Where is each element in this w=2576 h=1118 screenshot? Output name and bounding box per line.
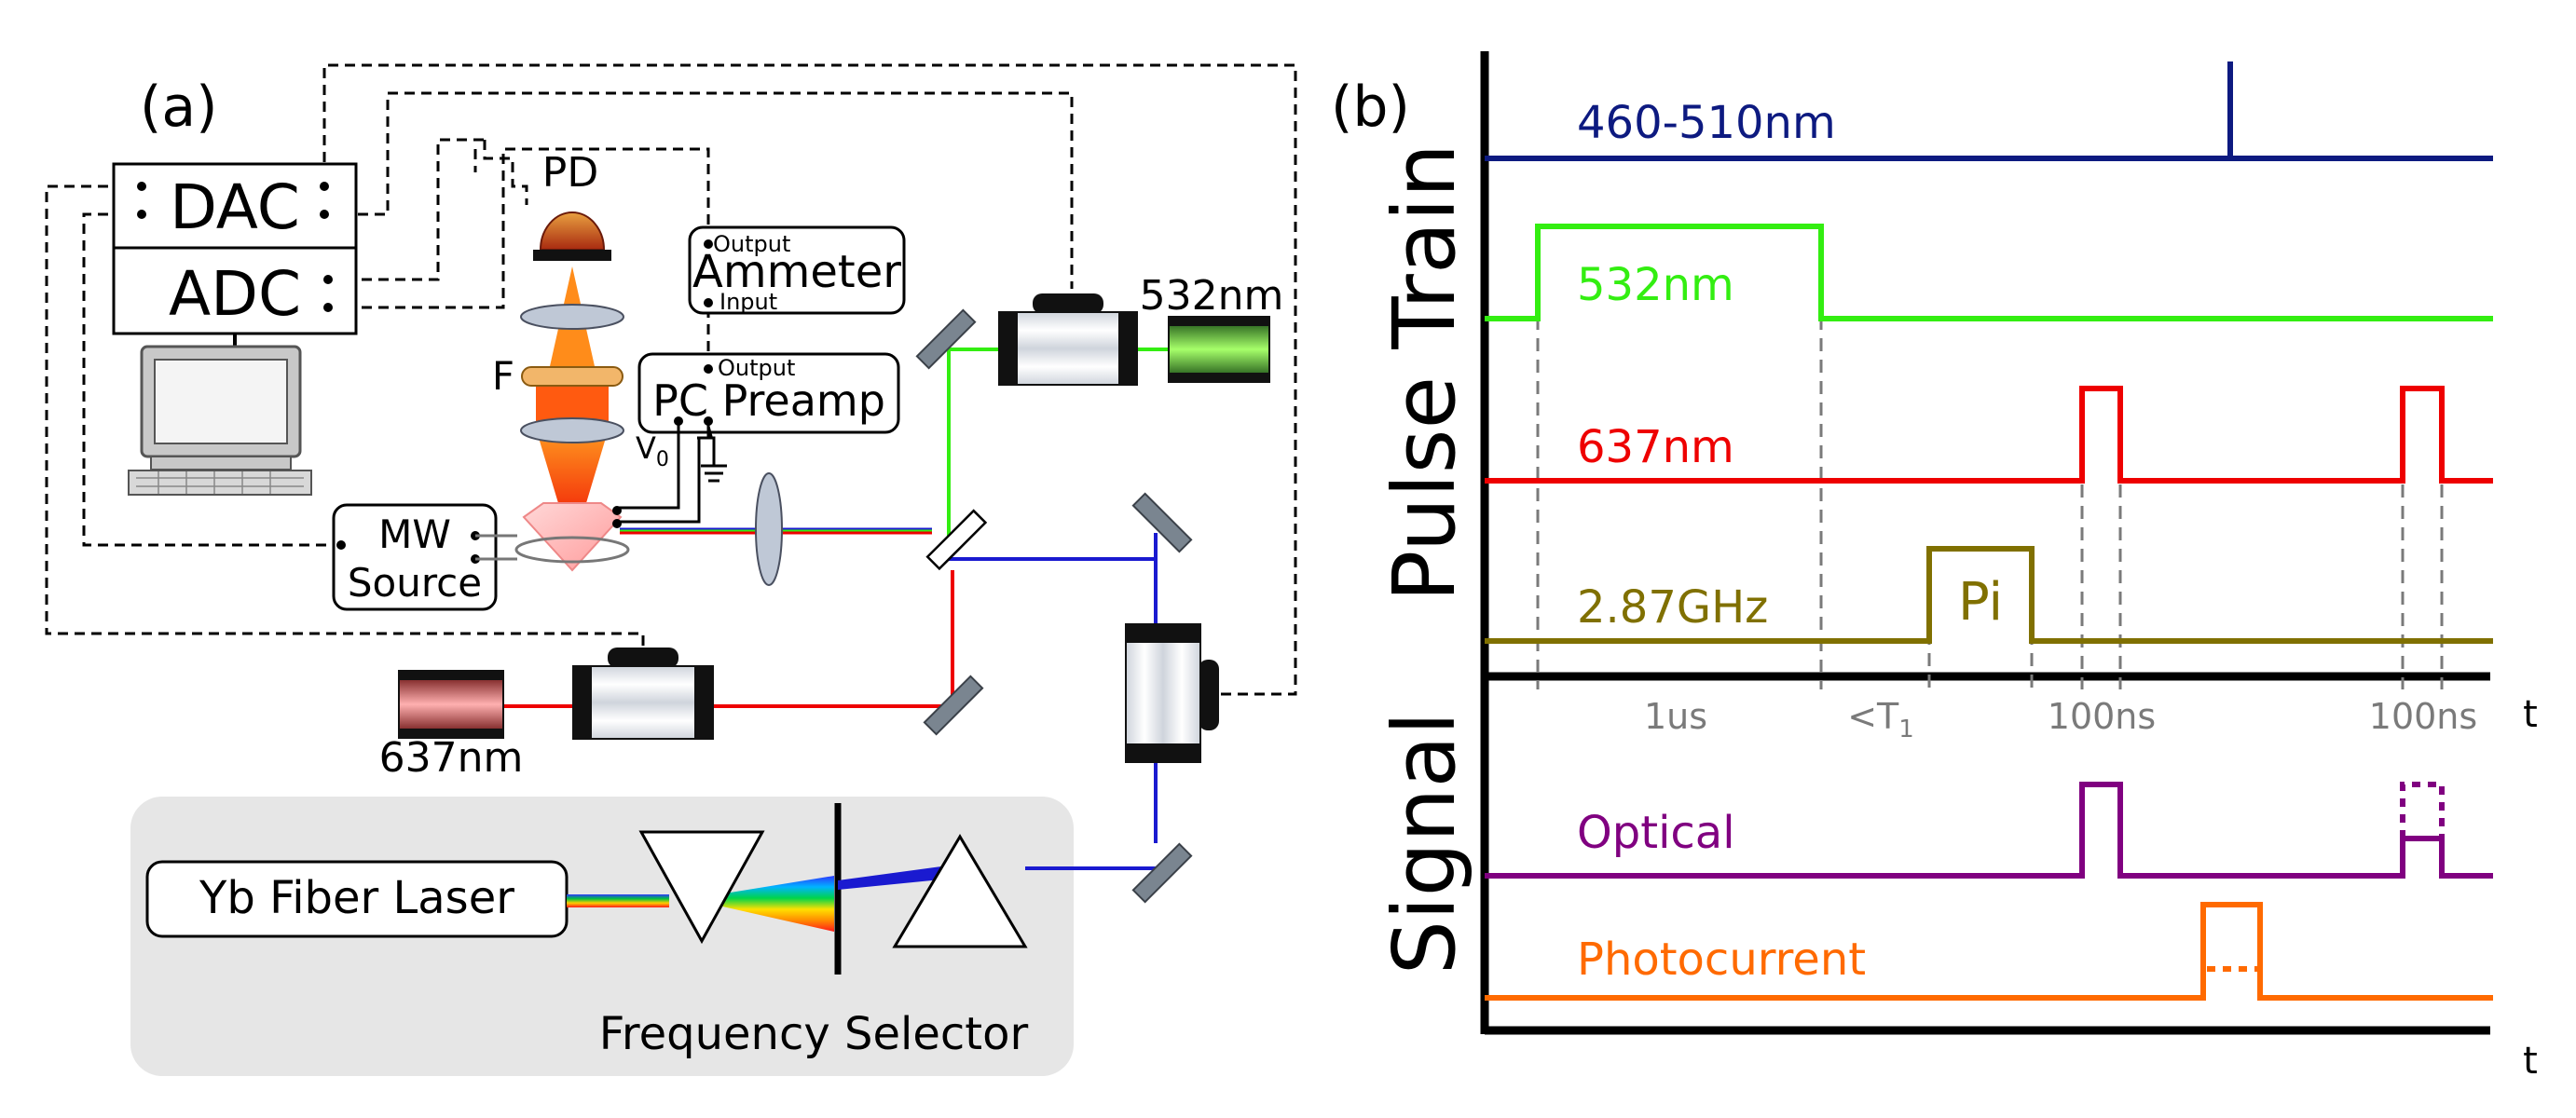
trace-photocurrent — [1485, 902, 2493, 1001]
optical-dotted-pulse — [2400, 782, 2445, 838]
ground-icon — [697, 436, 727, 483]
trace-label-optical: Optical — [1577, 807, 1735, 859]
yb-fiber-laser: Yb Fiber Laser — [145, 860, 569, 938]
trace-label-460-510nm: 460-510nm — [1577, 97, 1836, 149]
pulse-train-label: Pulse Train — [1375, 143, 1474, 602]
ammeter-output-label: Output — [713, 231, 790, 257]
panel-b: (b) t t Pulse Train Signal 1us <T1 100ns… — [1331, 51, 2538, 1083]
timing-labels: 1us <T1 100ns 100ns — [1644, 696, 2477, 743]
laser-637-label: 637nm — [379, 734, 524, 782]
laser-637: 637nm — [379, 670, 524, 782]
trace-label-2-87ghz: 2.87GHz — [1577, 581, 1768, 634]
filter — [521, 366, 623, 387]
aom-532 — [998, 293, 1138, 386]
focusing-lens — [755, 472, 783, 586]
filter-label: F — [492, 353, 514, 399]
timing-100ns-1: 100ns — [2048, 696, 2156, 737]
panel-b-label: (b) — [1331, 75, 1410, 140]
trace-637nm — [1485, 386, 2493, 484]
trace-optical — [1485, 782, 2493, 879]
yb-laser-label: Yb Fiber Laser — [199, 872, 514, 924]
mw-label-2: Source — [348, 560, 482, 606]
mw-loop — [514, 536, 630, 564]
photodiode: PD — [533, 149, 611, 261]
frequency-selector-label: Frequency Selector — [599, 1008, 1029, 1060]
mw-label-1: MW — [378, 511, 451, 557]
aom-637 — [572, 648, 714, 740]
trace-label-532nm: 532nm — [1577, 259, 1734, 311]
ammeter-label: Ammeter — [692, 246, 901, 298]
timing-markers — [1536, 317, 2444, 689]
pulse-t-label: t — [2523, 693, 2538, 736]
pc-preamp: Output PC Preamp V0 — [636, 352, 900, 483]
mw-source: MW Source — [332, 503, 517, 611]
signal-label: Signal — [1375, 712, 1474, 975]
pi-pulse-label: Pi — [1958, 572, 2003, 633]
mirrors — [915, 308, 1193, 904]
trace-2-87ghz — [1485, 546, 2493, 644]
timing-1us: 1us — [1644, 696, 1707, 737]
panel-a: (a) DAC ADC — [45, 63, 1297, 1076]
laser-532: 532nm — [1140, 272, 1284, 383]
adc-box — [112, 246, 358, 335]
trace-label-photocurrent: Photocurrent — [1577, 934, 1866, 986]
laser-532-label: 532nm — [1140, 272, 1284, 320]
signal-t-label: t — [2523, 1040, 2538, 1083]
collection-lenses: F — [492, 304, 624, 443]
ammeter-input-label: Input — [719, 289, 777, 315]
preamp-label: PC Preamp — [652, 375, 885, 426]
dac-adc-unit: DAC ADC — [112, 162, 358, 335]
dispersed-spectrum — [690, 876, 834, 932]
preamp-output-label: Output — [718, 355, 795, 381]
dac-label: DAC — [170, 171, 300, 243]
control-wiring — [45, 63, 1297, 696]
prism-2 — [892, 834, 1028, 948]
computer-icon — [128, 334, 312, 496]
timing-lt-t1: <T1 — [1847, 696, 1914, 743]
trace-label-637nm: 637nm — [1577, 421, 1734, 473]
selected-beam — [838, 866, 941, 890]
dichroic-mirror — [925, 509, 988, 571]
panel-a-label: (a) — [140, 75, 218, 140]
aom-blue — [1125, 623, 1219, 763]
timing-100ns-2: 100ns — [2369, 696, 2477, 737]
ammeter: Output Ammeter Input — [688, 225, 906, 315]
v0-label: V0 — [636, 430, 669, 471]
adc-label: ADC — [169, 258, 301, 330]
pd-label: PD — [542, 149, 598, 197]
prism-1 — [638, 830, 765, 945]
trace-532nm — [1485, 224, 2493, 321]
trace-460-510nm — [1485, 61, 2493, 161]
fiber-output-beam — [567, 894, 669, 907]
